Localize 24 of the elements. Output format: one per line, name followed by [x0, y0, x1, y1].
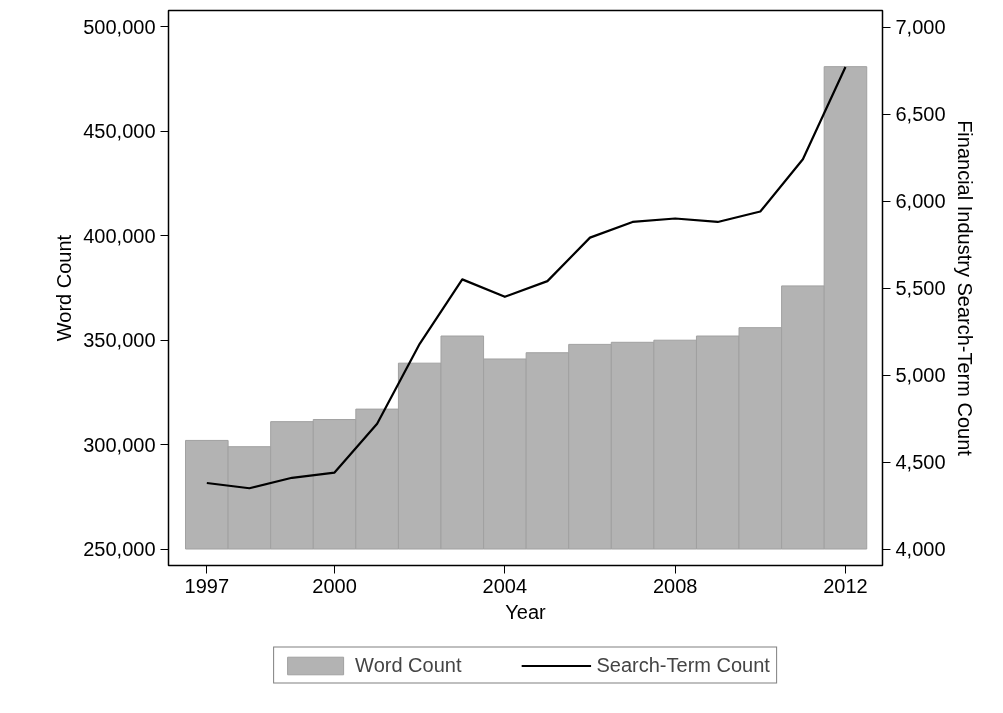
line-series	[205, 65, 847, 490]
y-axis-title: Word Count	[53, 234, 76, 342]
legend-label: Search-Term Count	[596, 653, 770, 677]
y-tick-label: 350,000	[83, 329, 156, 352]
y2-tick-label: 5,500	[895, 277, 946, 300]
y-tick-label: 250,000	[83, 538, 156, 560]
y-tick-label: 500,000	[83, 16, 156, 38]
y2-tick-label: 5,000	[895, 364, 946, 387]
x-tick-label: 2004	[482, 574, 528, 597]
y-tick-label: 300,000	[83, 433, 156, 456]
x-tick-label: 2012	[823, 574, 868, 597]
y2-tick-label: 7,000	[895, 16, 946, 39]
x-tick-label: 2008	[652, 574, 698, 597]
x-axis-title: Year	[505, 600, 547, 623]
x-tick-label: 2000	[312, 574, 357, 597]
y2-axis-title: Financial Industry Search-Term Count	[953, 120, 976, 457]
x-tick-label: 1997	[184, 574, 230, 597]
y2-tick-label: 6,500	[895, 103, 946, 126]
legend-label: Word Count	[355, 653, 462, 677]
y2-tick-label: 4,500	[895, 451, 946, 474]
y2-tick-label: 4,000	[895, 538, 946, 561]
y-tick-label: 450,000	[83, 120, 156, 143]
y-tick-label: 400,000	[83, 224, 156, 247]
y2-tick-label: 6,000	[895, 190, 946, 213]
